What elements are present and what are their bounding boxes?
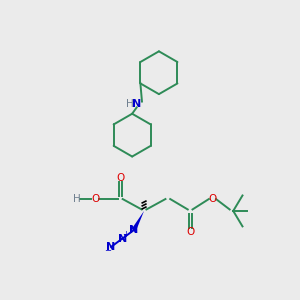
Text: N: N (106, 242, 116, 252)
Text: H: H (73, 194, 81, 204)
Text: O: O (91, 194, 99, 204)
Text: H: H (126, 99, 134, 109)
Text: O: O (186, 227, 194, 237)
Text: −: − (104, 246, 111, 255)
Text: N: N (132, 99, 141, 109)
Text: O: O (116, 173, 124, 183)
Text: O: O (208, 194, 217, 204)
Text: N: N (118, 234, 127, 244)
Text: +: + (122, 230, 129, 238)
Polygon shape (132, 211, 144, 231)
Text: N: N (129, 225, 138, 235)
